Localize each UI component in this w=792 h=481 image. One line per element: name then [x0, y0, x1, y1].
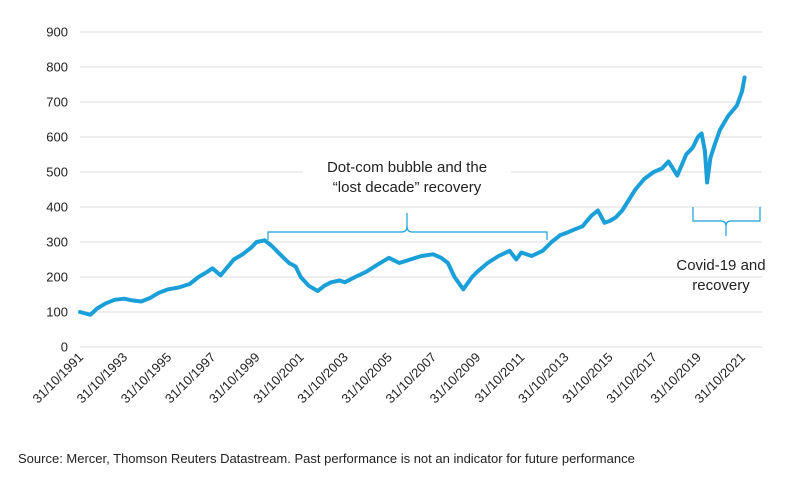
dotcom-label-line2: “lost decade” recovery [333, 179, 482, 196]
dotcom-annotation: Dot-com bubble and the “lost decade” rec… [267, 155, 548, 240]
x-axis-tick-labels: 31/10/199131/10/199331/10/199531/10/1997… [29, 350, 748, 407]
covid-label-line1: Covid-19 and [676, 257, 765, 274]
dotcom-bracket [267, 213, 548, 240]
dotcom-label-line1: Dot-com bubble and the [327, 159, 487, 176]
y-tick-label: 200 [46, 270, 68, 285]
y-tick-label: 300 [46, 235, 68, 250]
y-tick-label: 0 [61, 340, 68, 355]
y-tick-label: 100 [46, 305, 68, 320]
y-tick-label: 700 [46, 95, 68, 110]
covid-annotation: Covid-19 and recovery [676, 207, 766, 294]
dotcom-label-bg [303, 155, 511, 203]
y-tick-label: 600 [46, 130, 68, 145]
series-line [78, 75, 747, 317]
covid-label-line2: recovery [692, 277, 750, 294]
y-tick-label: 500 [46, 165, 68, 180]
y-tick-label: 900 [46, 25, 68, 40]
source-note: Source: Mercer, Thomson Reuters Datastre… [18, 451, 635, 466]
y-tick-label: 800 [46, 60, 68, 75]
covid-bracket [692, 207, 761, 236]
y-axis-tick-labels: 0 100 200 300 400 500 600 700 800 900 [46, 25, 68, 355]
y-tick-label: 400 [46, 200, 68, 215]
